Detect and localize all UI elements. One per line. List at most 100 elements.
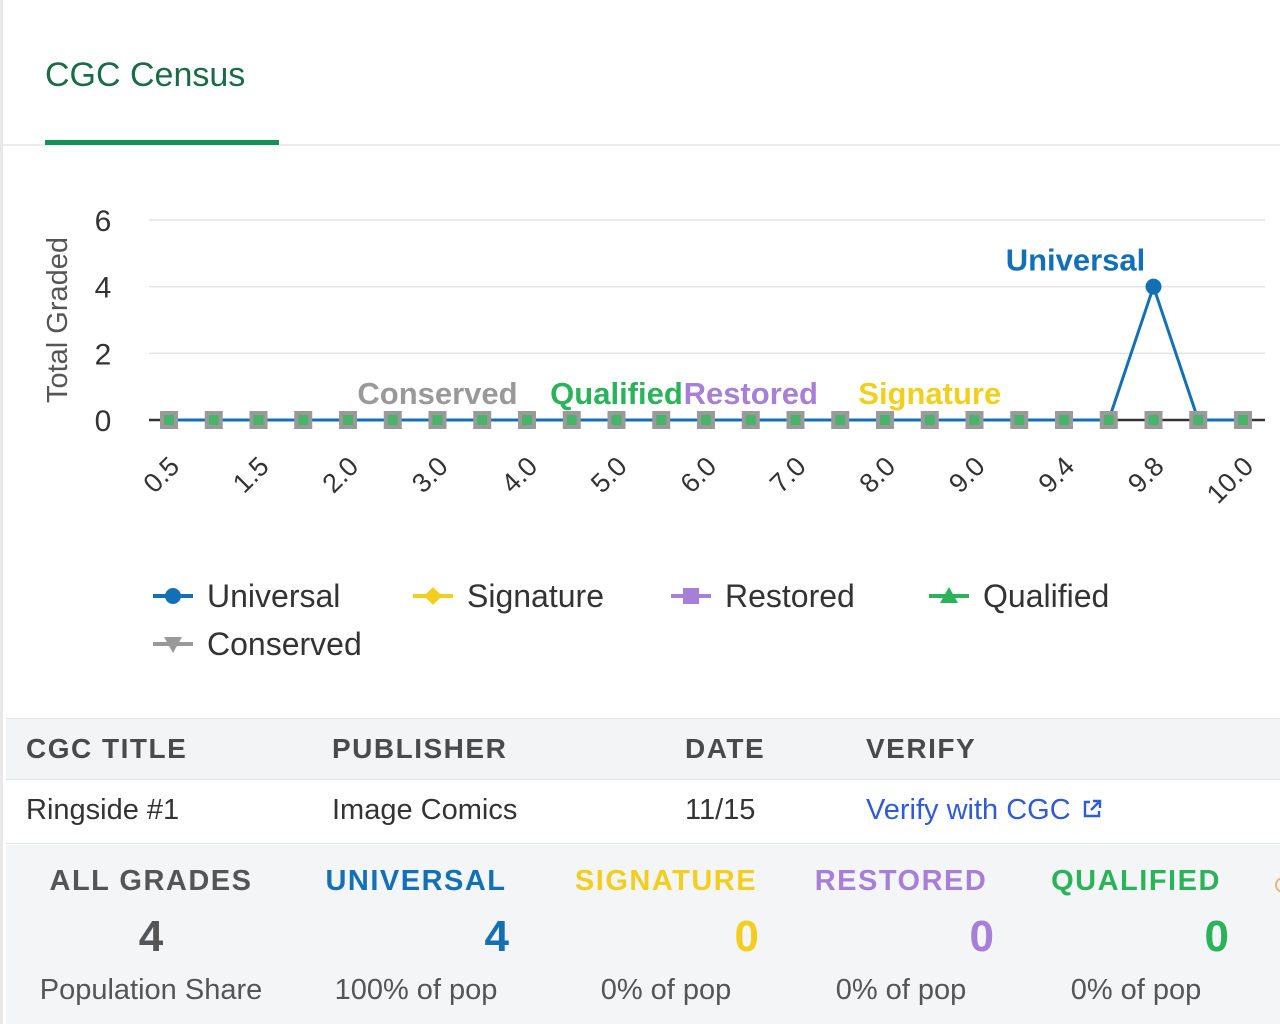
stat-subtext: Population Share <box>39 974 263 1006</box>
tab-bar: CGC Census <box>3 0 1280 146</box>
stat-all-grades: ALL GRADES 4 Population Share <box>36 865 266 1007</box>
stat-label: SIGNATURE <box>574 865 758 897</box>
x-tick-label: 9.0 <box>943 451 991 499</box>
header-verify: VERIFY <box>866 733 977 764</box>
tab-cgc-census[interactable]: CGC Census <box>45 56 246 94</box>
stat-universal: UNIVERSAL 4 100% of pop <box>311 865 521 1007</box>
stat-value: 4 <box>484 912 509 961</box>
annotation-conserved: Conserved <box>357 376 517 411</box>
header-cgc-title: CGC TITLE <box>26 733 188 764</box>
cell-date: 11/15 <box>685 794 756 826</box>
verify-link-label: Verify with CGC <box>866 794 1071 826</box>
point-qualified <box>1148 415 1159 425</box>
point-universal <box>1145 278 1162 295</box>
annotation-universal: Universal <box>1006 243 1146 278</box>
point-qualified <box>432 415 443 425</box>
y-tick-label: 4 <box>95 272 112 305</box>
point-qualified <box>790 415 801 425</box>
point-qualified <box>1193 415 1204 425</box>
stat-subtext: 0% of pop <box>600 974 732 1006</box>
x-tick-label: 8.0 <box>853 451 901 499</box>
point-qualified <box>1238 415 1248 425</box>
legend-label: Restored <box>725 577 855 614</box>
stat-value: 0 <box>969 912 994 961</box>
x-tick-label: 9.8 <box>1122 451 1170 499</box>
point-qualified <box>566 415 577 425</box>
stat-value: 0 <box>734 912 759 961</box>
point-qualified <box>969 415 980 425</box>
header-date: DATE <box>685 733 766 764</box>
x-tick-label: 0.5 <box>137 451 185 499</box>
square-marker-icon <box>671 588 711 604</box>
clipped-indicator <box>1275 877 1280 893</box>
legend-label: Qualified <box>983 577 1110 614</box>
point-qualified <box>1059 415 1069 425</box>
annotation-signature: Signature <box>858 376 1001 411</box>
point-qualified <box>701 415 711 425</box>
y-axis-title: Total Graded <box>42 237 74 403</box>
point-qualified <box>656 415 667 425</box>
point-qualified <box>1014 415 1025 425</box>
point-qualified <box>253 415 264 425</box>
triangle-marker-icon <box>929 587 969 603</box>
annotation-qualified: Qualified <box>550 376 683 411</box>
point-qualified <box>387 415 398 425</box>
point-qualified <box>343 415 353 425</box>
census-line-chart: 0 2 4 6 Total Graded 0.5 1.5 2.0 3.0 4.0 5.0 6.0 7.0… <box>42 205 1265 509</box>
x-tick-label: 7.0 <box>764 451 812 499</box>
y-tick-label: 6 <box>95 205 112 238</box>
legend-item-conserved[interactable]: Conserved <box>153 620 362 668</box>
legend-label: Universal <box>207 577 341 614</box>
cell-publisher: Image Comics <box>332 794 518 826</box>
population-stats: ALL GRADES 4 Population Share UNIVERSAL 4 100… <box>6 845 1280 1024</box>
x-tick-label: 3.0 <box>406 451 454 499</box>
diamond-marker-icon <box>413 587 453 605</box>
point-qualified <box>1103 415 1114 425</box>
stat-subtext: 0% of pop <box>1070 974 1202 1006</box>
point-qualified <box>208 415 219 425</box>
x-tick-label: 4.0 <box>495 451 543 499</box>
stat-value: 4 <box>138 912 164 961</box>
verify-with-cgc-link[interactable]: Verify with CGC <box>866 794 1103 828</box>
point-qualified <box>835 415 846 425</box>
annotation-restored: Restored <box>684 376 818 411</box>
external-link-icon <box>1081 795 1103 828</box>
point-qualified <box>880 415 890 425</box>
x-tick-label: 2.0 <box>316 451 364 499</box>
table-row: Ringside #1 Image Comics 11/15 Verify wi… <box>6 780 1280 844</box>
x-tick-label: 1.5 <box>227 451 275 499</box>
stat-label: ALL GRADES <box>49 865 253 897</box>
point-qualified <box>924 415 935 425</box>
tab-active-indicator <box>45 140 279 145</box>
stat-subtext: 0% of pop <box>835 974 967 1006</box>
legend-item-universal[interactable]: Universal <box>153 572 340 620</box>
x-tick-label: 6.0 <box>674 451 722 499</box>
triangle-down-marker-icon <box>153 637 193 653</box>
point-qualified <box>611 415 622 425</box>
circle-marker-icon <box>153 588 193 604</box>
legend-item-qualified[interactable]: Qualified <box>929 572 1109 620</box>
legend-label: Conserved <box>207 625 362 662</box>
y-tick-label: 2 <box>95 338 112 371</box>
header-publisher: PUBLISHER <box>332 733 508 764</box>
stat-value: 0 <box>1204 912 1229 961</box>
stat-subtext: 100% of pop <box>334 974 498 1006</box>
legend-item-restored[interactable]: Restored <box>671 572 855 620</box>
point-qualified <box>745 415 756 425</box>
y-tick-label: 0 <box>95 405 112 438</box>
x-tick-label: 10.0 <box>1201 451 1259 509</box>
stat-label: RESTORED <box>814 865 988 897</box>
point-qualified <box>164 415 174 425</box>
stat-label: QUALIFIED <box>1051 865 1221 897</box>
point-qualified <box>522 415 532 425</box>
stat-qualified: QUALIFIED 0 0% of pop <box>1031 865 1241 1007</box>
x-tick-label: 5.0 <box>585 451 633 499</box>
point-qualified <box>477 415 488 425</box>
point-qualified <box>298 415 309 425</box>
cell-title: Ringside #1 <box>26 794 180 826</box>
legend-item-signature[interactable]: Signature <box>413 572 604 620</box>
stat-label: UNIVERSAL <box>325 865 507 897</box>
legend-label: Signature <box>467 577 604 614</box>
stat-signature: SIGNATURE 0 0% of pop <box>561 865 771 1007</box>
